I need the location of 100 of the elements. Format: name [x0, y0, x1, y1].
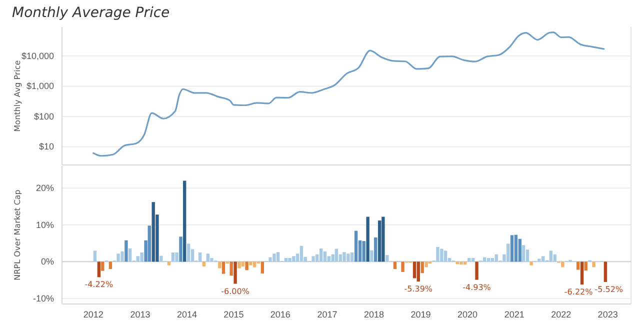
bar	[460, 262, 463, 265]
y-tick-label: 10%	[36, 220, 54, 230]
bar	[354, 230, 358, 262]
bar	[108, 262, 112, 270]
bar	[323, 251, 327, 262]
bar	[182, 180, 186, 262]
x-tick-label: 2016	[270, 309, 290, 320]
bar	[382, 216, 385, 262]
bar	[440, 248, 444, 262]
bar	[241, 262, 244, 266]
bar	[424, 262, 428, 268]
y-tick-label: $10	[38, 142, 54, 152]
y-tick-label: 20%	[36, 182, 54, 193]
bar	[218, 262, 222, 268]
bar	[128, 248, 132, 262]
line-series	[92, 32, 605, 157]
y-axis-title: NRPL Over Market Cap	[13, 190, 22, 280]
bar	[253, 262, 256, 268]
bar	[230, 262, 233, 276]
x-tick-label: 2014	[176, 309, 197, 320]
bar	[93, 250, 97, 262]
bar	[530, 262, 533, 266]
x-tick-label: 2013	[130, 309, 150, 320]
bar	[420, 262, 424, 274]
bar	[561, 262, 564, 268]
bar	[136, 256, 140, 262]
bar	[175, 252, 178, 262]
bar	[542, 256, 545, 262]
bar	[475, 262, 478, 280]
bar	[510, 235, 514, 262]
bar	[518, 238, 522, 262]
bar	[378, 220, 382, 262]
bar	[260, 262, 264, 274]
bar	[580, 262, 584, 285]
bar	[167, 262, 171, 266]
y-axis-title: Monthly Avg Price	[13, 60, 22, 132]
y-tick-label: -10%	[32, 293, 54, 304]
bar	[276, 252, 280, 262]
bar	[386, 255, 389, 262]
bar	[272, 254, 276, 262]
bar	[171, 252, 175, 262]
data-label: -5.52%	[594, 284, 624, 294]
x-tick-label: 2022	[551, 309, 572, 320]
bar	[101, 262, 104, 271]
bar	[393, 262, 397, 270]
bar	[346, 254, 350, 262]
x-tick-label: 2017	[317, 309, 338, 320]
y-tick-label: $10,000	[21, 50, 54, 61]
bar	[412, 262, 416, 278]
bar	[334, 248, 338, 262]
bar	[538, 258, 541, 262]
bar	[288, 258, 292, 262]
x-tick-label: 2020	[457, 309, 478, 320]
bar	[292, 256, 296, 262]
bar	[362, 241, 366, 262]
bar	[179, 236, 182, 262]
bar	[319, 248, 323, 262]
bar	[186, 244, 190, 262]
data-label: -6.00%	[221, 286, 250, 296]
bar	[584, 262, 588, 271]
bar	[444, 250, 448, 262]
bar	[140, 252, 144, 262]
bar	[97, 262, 101, 278]
chart-title: Monthly Average Price	[12, 5, 170, 21]
bar	[549, 250, 553, 262]
x-tick-label: 2023	[598, 309, 618, 320]
bar	[202, 262, 206, 266]
x-tick-label: 2015	[224, 309, 244, 320]
y-tick-label: $1,000	[26, 81, 54, 92]
bar	[366, 216, 370, 262]
bar	[116, 254, 120, 262]
bar	[522, 245, 526, 262]
bar	[234, 262, 237, 284]
bar	[604, 262, 608, 282]
bar	[312, 256, 315, 262]
bar	[206, 254, 210, 262]
bar	[370, 250, 374, 262]
bar	[506, 244, 510, 262]
bar	[436, 246, 440, 262]
bar	[268, 257, 272, 262]
x-tick-label: 2019	[410, 309, 431, 320]
bar	[160, 256, 163, 262]
bar	[245, 262, 248, 270]
bar	[342, 252, 346, 262]
bar	[300, 246, 304, 262]
bar	[198, 252, 202, 262]
y-tick-label: $100	[34, 111, 54, 122]
bar	[464, 262, 467, 265]
x-tick-label: 2012	[83, 309, 104, 320]
data-label: -5.39%	[404, 284, 433, 294]
bar	[152, 202, 155, 262]
bar	[456, 262, 459, 264]
bar	[148, 226, 151, 262]
y-tick-label: 0%	[40, 256, 54, 267]
data-label: -4.22%	[84, 280, 114, 290]
bar	[374, 237, 378, 262]
bar	[592, 262, 596, 268]
data-label: -4.93%	[462, 282, 492, 292]
data-label: -6.22%	[564, 288, 594, 297]
bar	[238, 262, 241, 268]
